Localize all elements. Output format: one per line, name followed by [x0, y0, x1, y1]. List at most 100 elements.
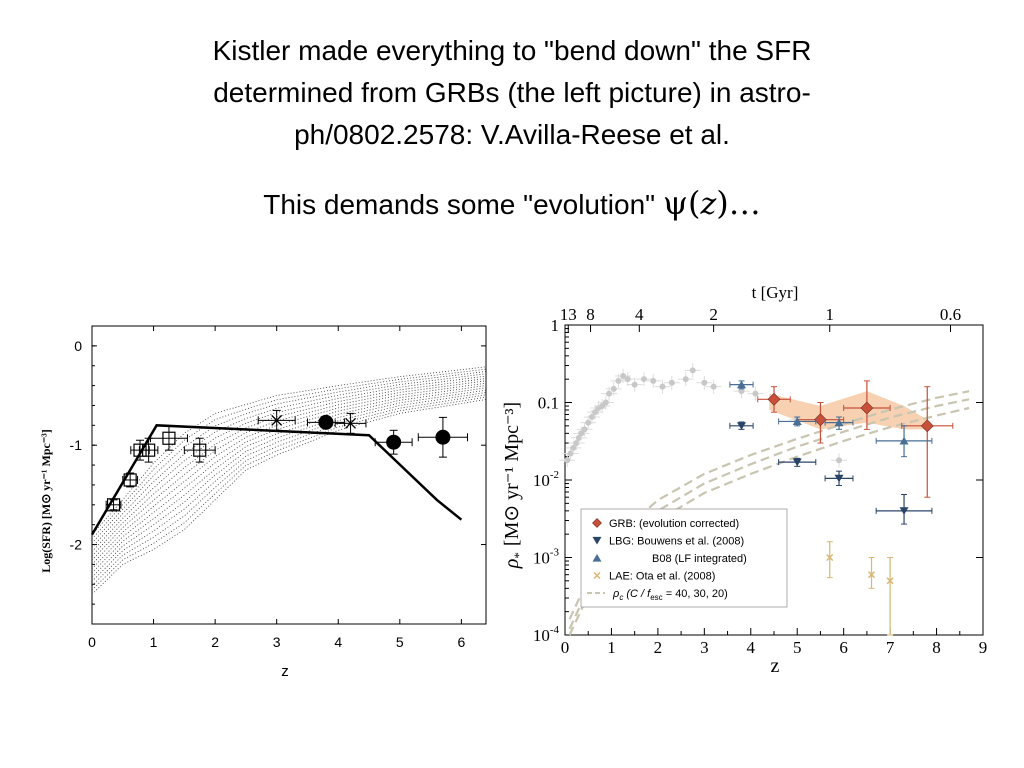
right-data-point — [826, 541, 834, 579]
right-data-point — [868, 557, 876, 589]
model-dotted-line — [91, 371, 487, 544]
model-dotted-line — [91, 375, 487, 552]
x-marker — [826, 553, 834, 562]
right-data-point — [843, 380, 891, 430]
model-dotted-line — [91, 385, 487, 569]
x-tick-label: 0 — [561, 638, 570, 657]
left-data-point — [122, 472, 139, 488]
diamond-marker — [767, 392, 781, 406]
title-line-1: Kistler made everything to "bend down" t… — [212, 35, 812, 66]
left-tick-labels: 0 1 2 3 4 5 6 0 -1 -2 — [70, 338, 466, 650]
gray-point — [631, 381, 638, 388]
x-tick-label: 2 — [211, 634, 219, 650]
right-data-point — [796, 402, 845, 444]
x-tick-label: 1 — [607, 638, 616, 657]
gray-point — [738, 388, 745, 395]
gray-point — [668, 379, 675, 386]
ylabel-rho: ρ — [501, 559, 523, 570]
triangle-up-marker — [834, 418, 844, 427]
top-tick-label: 2 — [709, 305, 718, 324]
right-data-point — [875, 425, 933, 458]
broken-line-path — [90, 424, 463, 536]
triangle-down-marker — [834, 474, 844, 483]
right-tick-labels: 0 1 2 3 4 5 6 7 8 9 13 8 4 2 1 0.6 1 0.1 10-2 10-3 10-4 — [533, 305, 987, 657]
gray-point — [602, 399, 609, 406]
right-data-point — [901, 386, 954, 498]
gray-point — [620, 372, 627, 379]
model-band — [91, 366, 487, 595]
right-data-points — [729, 380, 954, 636]
legend: GRB: (evolution corrected) LBG: Bouwens e… — [580, 508, 788, 608]
gray-point — [624, 376, 631, 383]
top-tick-label: 0.6 — [940, 305, 961, 324]
filled-circle-marker — [435, 429, 451, 445]
gray-point — [710, 383, 717, 390]
triangle-down-marker — [592, 536, 602, 545]
diamond-marker — [814, 413, 827, 427]
model-dotted-line — [91, 396, 487, 591]
right-data-point — [757, 386, 791, 413]
left-data-point — [138, 437, 159, 463]
y-tick-label: 10-2 — [533, 469, 559, 490]
model-dotted-line — [91, 380, 487, 561]
subtitle-close: )… — [716, 184, 761, 222]
left-data-point — [374, 429, 413, 455]
top-axis-label: t [Gyr] — [752, 283, 799, 302]
gray-point — [592, 409, 599, 416]
left-data-point — [183, 437, 216, 463]
title-line-2: determined from GRBs (the left picture) … — [213, 77, 811, 108]
x-tick-label: 4 — [747, 638, 756, 657]
legend-dashed-label: ρc (C / fesc = 40, 30, 20) — [612, 588, 728, 602]
left-data-point — [149, 425, 188, 451]
open-square-marker — [123, 473, 137, 487]
gray-point — [650, 377, 657, 384]
triangle-up-marker — [792, 417, 802, 426]
model-dotted-line — [91, 387, 487, 574]
triangle-up-marker — [899, 436, 909, 445]
legend-entry-label: LBG: Bouwens et al. (2008) — [609, 536, 744, 548]
y-tick-label: -1 — [70, 437, 83, 453]
x-tick-label: 2 — [654, 638, 663, 657]
left-data-point — [334, 412, 367, 434]
open-square-marker — [162, 431, 176, 445]
right-data-point — [886, 557, 894, 636]
model-dotted-line — [91, 378, 487, 557]
right-data-point — [824, 470, 854, 486]
model-dotted-line — [91, 389, 487, 578]
right-data-point — [729, 380, 754, 390]
gray-point — [836, 457, 843, 464]
triangle-down-marker — [899, 507, 909, 515]
gray-point — [606, 390, 613, 397]
top-tick-label: 1 — [825, 305, 834, 324]
left-data-points — [105, 409, 469, 512]
open-square-marker — [106, 498, 121, 512]
x-tick-label: 9 — [979, 638, 988, 657]
filled-circle-marker — [386, 434, 402, 450]
x-tick-label: 8 — [932, 638, 941, 657]
right-data-point — [778, 457, 817, 467]
gray-point — [752, 390, 759, 397]
gray-point — [564, 457, 571, 464]
model-dotted-line — [91, 373, 487, 548]
gray-point — [570, 444, 577, 451]
gray-point — [610, 385, 617, 392]
broken-line-fit — [90, 424, 463, 536]
left-y-axis-label: Log(SFR) [M⊙ yr⁻¹ Mpc⁻³] — [39, 429, 53, 573]
diamond-marker — [860, 401, 874, 415]
subtitle-z: z — [700, 187, 717, 222]
y-tick-label: 10-3 — [533, 547, 560, 568]
top-tick-label: 8 — [586, 305, 595, 324]
legend-entry-label: B08 (LF integrated) — [652, 553, 747, 565]
model-dotted-line — [91, 394, 487, 586]
gray-data — [559, 363, 848, 468]
top-tick-label: 4 — [635, 305, 644, 324]
gray-point — [581, 426, 588, 433]
x-tick-label: 3 — [273, 634, 281, 650]
gray-point — [689, 367, 696, 374]
filled-circle-marker — [318, 414, 334, 430]
diamond-marker — [592, 518, 602, 528]
top-tick-label: 13 — [560, 305, 577, 324]
triangle-up-marker — [736, 380, 746, 389]
gray-point — [588, 413, 595, 420]
gray-point — [585, 419, 592, 426]
